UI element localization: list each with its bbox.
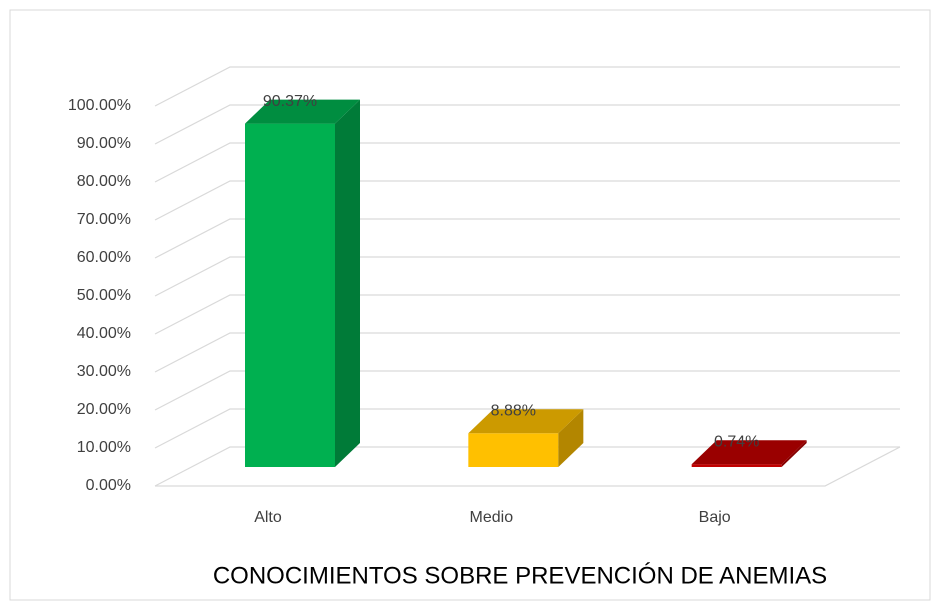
grid-line bbox=[154, 370, 900, 411]
bar-top bbox=[691, 440, 807, 465]
grid-line bbox=[154, 218, 900, 259]
grid-line bbox=[154, 142, 900, 183]
bar-front bbox=[691, 464, 782, 467]
grid-line bbox=[154, 256, 900, 297]
y-tick-label: 100.00% bbox=[68, 97, 131, 114]
bar-front bbox=[468, 433, 559, 467]
x-axis-title: CONOCIMIENTOS SOBRE PREVENCIÓN DE ANEMIA… bbox=[213, 562, 827, 589]
bar-side bbox=[558, 409, 584, 467]
bar-top bbox=[468, 409, 584, 434]
y-tick-label: 40.00% bbox=[77, 325, 131, 342]
y-tick-label: 90.00% bbox=[77, 135, 131, 152]
data-label: 0.74% bbox=[714, 433, 759, 450]
data-label: 8.88% bbox=[491, 402, 536, 419]
bar bbox=[468, 409, 584, 467]
y-tick-label: 60.00% bbox=[77, 249, 131, 266]
bar-front bbox=[245, 123, 335, 468]
y-tick-label: 50.00% bbox=[77, 287, 131, 304]
bar bbox=[691, 440, 807, 467]
y-tick-label: 10.00% bbox=[77, 439, 131, 456]
y-tick-label: 80.00% bbox=[77, 173, 131, 190]
x-tick-label: Alto bbox=[254, 509, 282, 526]
bar bbox=[245, 99, 360, 468]
grid-line bbox=[154, 332, 900, 373]
grid-line bbox=[154, 446, 900, 487]
grid-line bbox=[154, 104, 900, 145]
grid-line bbox=[154, 66, 900, 107]
y-tick-label: 70.00% bbox=[77, 211, 131, 228]
data-label: 90.37% bbox=[263, 93, 317, 110]
y-tick-label: 0.00% bbox=[86, 477, 131, 494]
y-tick-label: 20.00% bbox=[77, 401, 131, 418]
chart-border bbox=[9, 9, 931, 601]
bar-side bbox=[335, 99, 360, 468]
grid-line bbox=[154, 294, 900, 335]
x-tick-label: Bajo bbox=[699, 509, 731, 526]
x-tick-label: Medio bbox=[470, 509, 514, 526]
bar-side bbox=[781, 440, 807, 467]
floor-edge bbox=[155, 446, 901, 487]
grid-line bbox=[154, 180, 900, 221]
bar-top bbox=[245, 99, 360, 124]
y-tick-label: 30.00% bbox=[77, 363, 131, 380]
grid-line bbox=[154, 408, 900, 449]
